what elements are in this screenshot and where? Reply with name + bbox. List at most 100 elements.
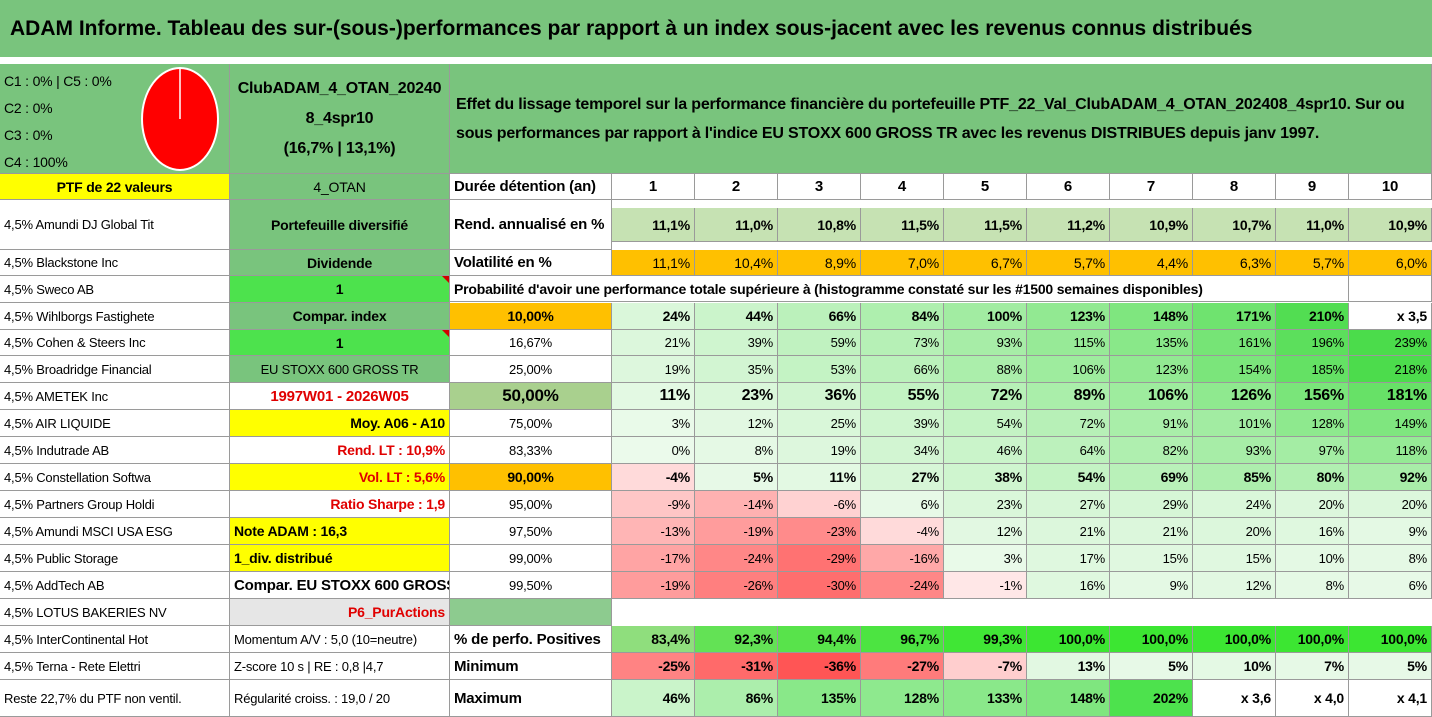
duration-label: Durée détention (an) — [450, 174, 612, 200]
year-header: 8 — [1193, 174, 1276, 200]
minimum-value: -31% — [695, 653, 778, 680]
probability-value: 148% — [1110, 303, 1193, 330]
maximum-value: 86% — [695, 680, 778, 717]
probability-level: 16,67% — [450, 330, 612, 356]
probability-value: 128% — [1276, 410, 1349, 437]
minimum-value: 5% — [1110, 653, 1193, 680]
portfolio-code: 4_OTAN — [230, 174, 450, 200]
probability-value: 15% — [1193, 545, 1276, 572]
year-header: 9 — [1276, 174, 1349, 200]
probability-value: 20% — [1276, 491, 1349, 518]
year-header: 1 — [612, 174, 695, 200]
probability-value: 115% — [1027, 330, 1110, 356]
vol-value: 10,4% — [695, 250, 778, 276]
probability-value: 39% — [695, 330, 778, 356]
probability-value: 0% — [612, 437, 695, 464]
probability-value: 29% — [1110, 491, 1193, 518]
empty-cell — [450, 599, 612, 626]
probability-value: 93% — [944, 330, 1027, 356]
probability-value: 100% — [944, 303, 1027, 330]
info-cell: Z-score 10 s | RE : 0,8 |4,7 — [230, 653, 450, 680]
probability-value: -23% — [778, 518, 861, 545]
probability-value: 59% — [778, 330, 861, 356]
probability-value: 24% — [612, 303, 695, 330]
class-line-1: C1 : 0% | C5 : 0% — [4, 73, 112, 89]
holding-row: 4,5% AIR LIQUIDE — [0, 410, 230, 437]
probability-value: 27% — [1027, 491, 1110, 518]
holding-row: 4,5% Terna - Rete Elettri — [0, 653, 230, 680]
probability-value: 89% — [1027, 383, 1110, 410]
probability-value: x 3,5 — [1349, 303, 1432, 330]
probability-level: 75,00% — [450, 410, 612, 437]
minimum-value: 5% — [1349, 653, 1432, 680]
holding-row: 4,5% AddTech AB — [0, 572, 230, 599]
minimum-value: 13% — [1027, 653, 1110, 680]
probability-value: 8% — [695, 437, 778, 464]
positive-value: 96,7% — [861, 626, 944, 653]
probability-value: 5% — [695, 464, 778, 491]
maximum-label: Maximum — [450, 680, 612, 717]
probability-value: 16% — [1027, 572, 1110, 599]
probability-value: 54% — [1027, 464, 1110, 491]
probability-value: -30% — [778, 572, 861, 599]
probability-level: 25,00% — [450, 356, 612, 383]
info-cell: Dividende — [230, 250, 450, 276]
probability-value: 20% — [1193, 518, 1276, 545]
minimum-value: 10% — [1193, 653, 1276, 680]
probability-value: 171% — [1193, 303, 1276, 330]
rend-value: 11,0% — [695, 208, 778, 242]
maximum-value: 46% — [612, 680, 695, 717]
probability-value: 20% — [1349, 491, 1432, 518]
rend-value: 11,2% — [1027, 208, 1110, 242]
probability-value: 106% — [1027, 356, 1110, 383]
vol-value: 6,0% — [1349, 250, 1432, 276]
probability-value: -29% — [778, 545, 861, 572]
rend-value: 10,8% — [778, 208, 861, 242]
rend-value: 11,0% — [1276, 208, 1349, 242]
probability-value: -19% — [695, 518, 778, 545]
probability-value: 106% — [1110, 383, 1193, 410]
portfolio-ratios: (16,7% | 13,1%) — [283, 139, 396, 157]
info-cell: Régularité croiss. : 19,0 / 20 — [230, 680, 450, 717]
class-line-3: C3 : 0% — [4, 127, 53, 143]
maximum-value: x 4,0 — [1276, 680, 1349, 717]
holding-row: 4,5% Sweco AB — [0, 276, 230, 303]
probability-value: 72% — [944, 383, 1027, 410]
maximum-value: 148% — [1027, 680, 1110, 717]
probability-value: 12% — [1193, 572, 1276, 599]
probability-value: 53% — [778, 356, 861, 383]
class-pie-chart — [141, 67, 219, 171]
info-cell: Vol. LT : 5,6% — [230, 464, 450, 491]
probability-value: 239% — [1349, 330, 1432, 356]
probability-value: 210% — [1276, 303, 1349, 330]
probability-level: 83,33% — [450, 437, 612, 464]
info-cell: Compar. index — [230, 303, 450, 330]
minimum-value: 7% — [1276, 653, 1349, 680]
probability-value: 91% — [1110, 410, 1193, 437]
page-title: ADAM Informe. Tableau des sur-(sous-)per… — [0, 0, 1432, 60]
probability-value: 6% — [861, 491, 944, 518]
probability-value: 64% — [1027, 437, 1110, 464]
holding-row: 4,5% Cohen & Steers Inc — [0, 330, 230, 356]
probability-value: 135% — [1110, 330, 1193, 356]
probability-value: 181% — [1349, 383, 1432, 410]
vol-value: 5,7% — [1276, 250, 1349, 276]
positive-value: 100,0% — [1276, 626, 1349, 653]
minimum-value: -27% — [861, 653, 944, 680]
info-cell: Rend. LT : 10,9% — [230, 437, 450, 464]
probability-value: -24% — [861, 572, 944, 599]
probability-value: 19% — [778, 437, 861, 464]
probability-value: 218% — [1349, 356, 1432, 383]
maximum-value: x 3,6 — [1193, 680, 1276, 717]
probability-value: 11% — [612, 383, 695, 410]
description: Effet du lissage temporel sur la perform… — [450, 64, 1432, 174]
info-cell: Momentum A/V : 5,0 (10=neutre) — [230, 626, 450, 653]
rend-value: 10,7% — [1193, 208, 1276, 242]
positive-value: 94,4% — [778, 626, 861, 653]
info-cell: Note ADAM : 16,3 — [230, 518, 450, 545]
positive-value: 83,4% — [612, 626, 695, 653]
probability-value: -4% — [861, 518, 944, 545]
holding-row: 4,5% Blackstone Inc — [0, 250, 230, 276]
holding-row: 4,5% AMETEK Inc — [0, 383, 230, 410]
holding-row: 4,5% Wihlborgs Fastighete — [0, 303, 230, 330]
